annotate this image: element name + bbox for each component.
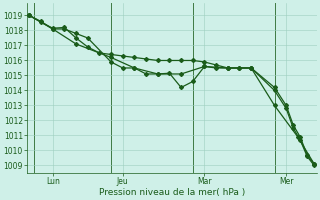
X-axis label: Pression niveau de la mer( hPa ): Pression niveau de la mer( hPa ) xyxy=(99,188,245,197)
